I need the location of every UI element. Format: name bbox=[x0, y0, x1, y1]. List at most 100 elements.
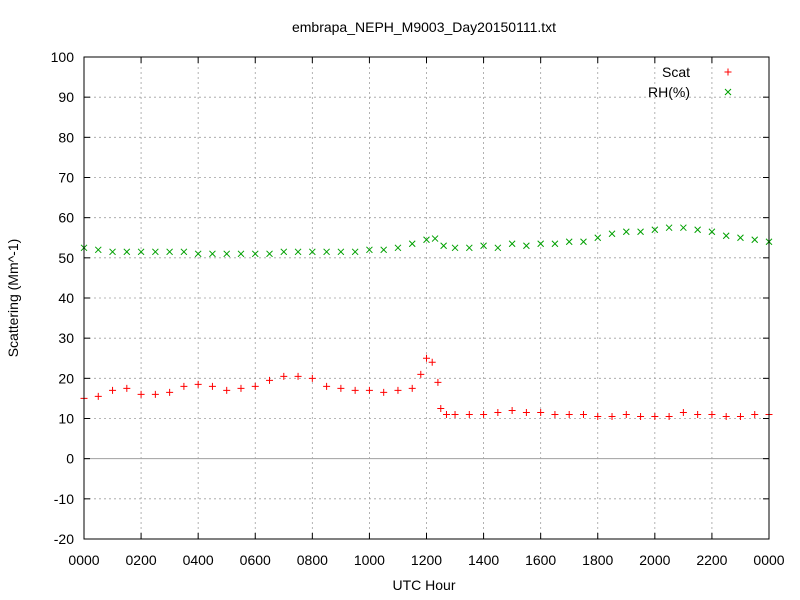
data-point bbox=[180, 382, 188, 390]
data-point bbox=[431, 235, 439, 242]
data-point bbox=[417, 370, 425, 378]
data-point bbox=[137, 248, 145, 256]
data-point bbox=[280, 372, 288, 380]
data-point bbox=[237, 384, 245, 392]
data-point bbox=[428, 358, 436, 366]
data-point bbox=[708, 228, 716, 236]
data-point bbox=[551, 240, 559, 248]
data-point bbox=[152, 248, 159, 256]
data-point bbox=[137, 390, 145, 398]
data-point bbox=[537, 408, 545, 416]
y-tick-label: 50 bbox=[58, 250, 74, 266]
data-point bbox=[608, 230, 616, 238]
x-tick-label: 0200 bbox=[126, 552, 157, 568]
data-point bbox=[337, 384, 345, 392]
data-point bbox=[751, 410, 759, 418]
data-point bbox=[622, 228, 630, 236]
x-tick-label: 0600 bbox=[240, 552, 271, 568]
data-point bbox=[694, 226, 701, 234]
grid-lines bbox=[84, 57, 769, 539]
data-point bbox=[594, 412, 602, 420]
data-point bbox=[651, 226, 659, 234]
data-point bbox=[180, 248, 188, 256]
data-point bbox=[679, 408, 687, 416]
x-tick-label: 1400 bbox=[468, 552, 499, 568]
data-point bbox=[480, 242, 487, 250]
data-point bbox=[209, 250, 216, 258]
axis-ticks bbox=[83, 56, 770, 540]
legend-marker bbox=[724, 88, 732, 96]
data-point bbox=[523, 242, 530, 250]
data-point bbox=[380, 246, 388, 254]
data-point bbox=[440, 242, 447, 250]
data-point bbox=[423, 354, 430, 362]
data-point bbox=[594, 234, 602, 242]
data-point bbox=[622, 410, 630, 418]
data-point bbox=[480, 410, 488, 418]
data-point bbox=[565, 238, 573, 246]
data-point bbox=[465, 410, 473, 418]
x-tick-label: 0400 bbox=[183, 552, 214, 568]
data-point bbox=[665, 412, 673, 420]
data-point bbox=[109, 386, 117, 394]
data-point bbox=[266, 250, 273, 258]
data-point bbox=[608, 412, 616, 420]
y-tick-label: 20 bbox=[58, 370, 74, 386]
data-point bbox=[294, 372, 302, 380]
data-point bbox=[437, 404, 445, 412]
data-point bbox=[251, 250, 259, 258]
data-point bbox=[151, 390, 159, 398]
data-point bbox=[223, 386, 231, 394]
x-tick-label: 0000 bbox=[753, 552, 784, 568]
x-tick-label: 2200 bbox=[696, 552, 727, 568]
y-tick-label: 60 bbox=[58, 210, 74, 226]
y-tick-label: 80 bbox=[58, 129, 74, 145]
y-tick-label: -10 bbox=[54, 491, 74, 507]
data-point bbox=[708, 410, 716, 418]
y-tick-label: 90 bbox=[58, 89, 74, 105]
data-point bbox=[736, 412, 744, 420]
x-tick-label: 0800 bbox=[297, 552, 328, 568]
x-tick-label: 1600 bbox=[525, 552, 556, 568]
x-tick-label: 1800 bbox=[582, 552, 613, 568]
x-tick-label: 1000 bbox=[354, 552, 385, 568]
y-tick-label: 0 bbox=[66, 451, 74, 467]
data-point bbox=[579, 410, 587, 418]
y-tick-label: 30 bbox=[58, 330, 74, 346]
data-series bbox=[80, 224, 773, 420]
data-point bbox=[394, 386, 402, 394]
data-point bbox=[522, 408, 530, 416]
data-point bbox=[551, 410, 559, 418]
data-point bbox=[366, 246, 373, 254]
data-point bbox=[565, 410, 573, 418]
x-tick-labels: 0000 0200 0400 0600 0800 1000 1200 1400 1600 1800… bbox=[68, 552, 784, 568]
data-point bbox=[323, 382, 331, 390]
data-point bbox=[751, 236, 759, 244]
data-point bbox=[537, 240, 545, 248]
data-point bbox=[665, 224, 673, 232]
data-point bbox=[408, 384, 416, 392]
data-point bbox=[637, 228, 644, 236]
data-point bbox=[123, 384, 131, 392]
data-point bbox=[508, 240, 516, 248]
x-axis-label: UTC Hour bbox=[392, 577, 455, 593]
x-tick-label: 1200 bbox=[411, 552, 442, 568]
data-point bbox=[494, 244, 502, 252]
data-point bbox=[442, 410, 450, 418]
data-point bbox=[694, 410, 702, 418]
data-point bbox=[722, 412, 730, 420]
legend-marker bbox=[724, 68, 732, 76]
legend-label: RH(%) bbox=[648, 84, 690, 100]
data-point bbox=[737, 234, 744, 242]
data-point bbox=[351, 386, 359, 394]
data-point bbox=[434, 378, 442, 386]
data-point bbox=[351, 248, 359, 256]
data-point bbox=[380, 388, 388, 396]
data-point bbox=[123, 248, 131, 256]
data-point bbox=[580, 238, 587, 246]
data-point bbox=[166, 388, 174, 396]
data-point bbox=[308, 374, 316, 382]
data-point bbox=[94, 246, 102, 254]
data-point bbox=[308, 248, 316, 256]
